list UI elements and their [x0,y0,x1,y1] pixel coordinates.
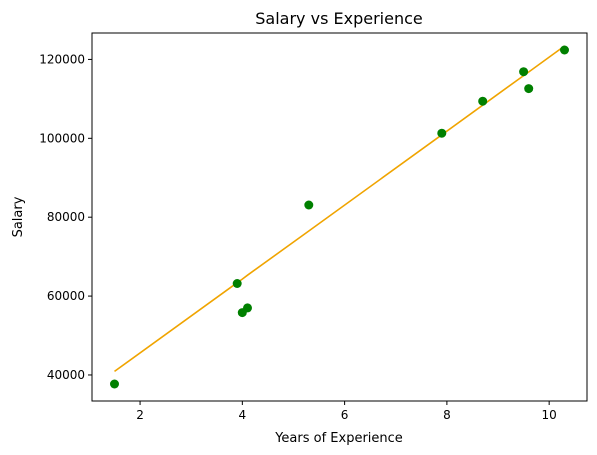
y-axis-label: Salary [11,196,26,237]
scatter-point [437,128,447,138]
y-tick-label: 80000 [47,210,85,224]
x-tick-label: 2 [136,408,144,422]
scatter-point [110,379,119,389]
scatter-points-group [110,45,569,389]
scatter-point [478,96,488,106]
x-tick-label: 8 [443,408,451,422]
scatter-point [232,279,242,288]
scatter-point [243,303,252,313]
ticks-group: 2 4 6 8 10 40000 60000 80000 100000 120000 [39,52,557,422]
x-tick-label: 4 [239,408,247,422]
x-tick-label: 10 [542,408,557,422]
y-tick-label: 60000 [47,289,85,303]
y-tick-label: 40000 [47,368,85,382]
plot-frame [91,32,588,402]
scatter-point [524,84,534,94]
y-tick-label: 120000 [39,52,85,66]
scatter-point [519,67,529,77]
scatter-point [304,200,314,210]
scatter-point [560,45,569,55]
x-tick-label: 6 [341,408,349,422]
y-tick-label: 100000 [39,131,85,145]
x-axis-label: Years of Experience [274,431,403,446]
chart-title: Salary vs Experience [255,9,422,28]
